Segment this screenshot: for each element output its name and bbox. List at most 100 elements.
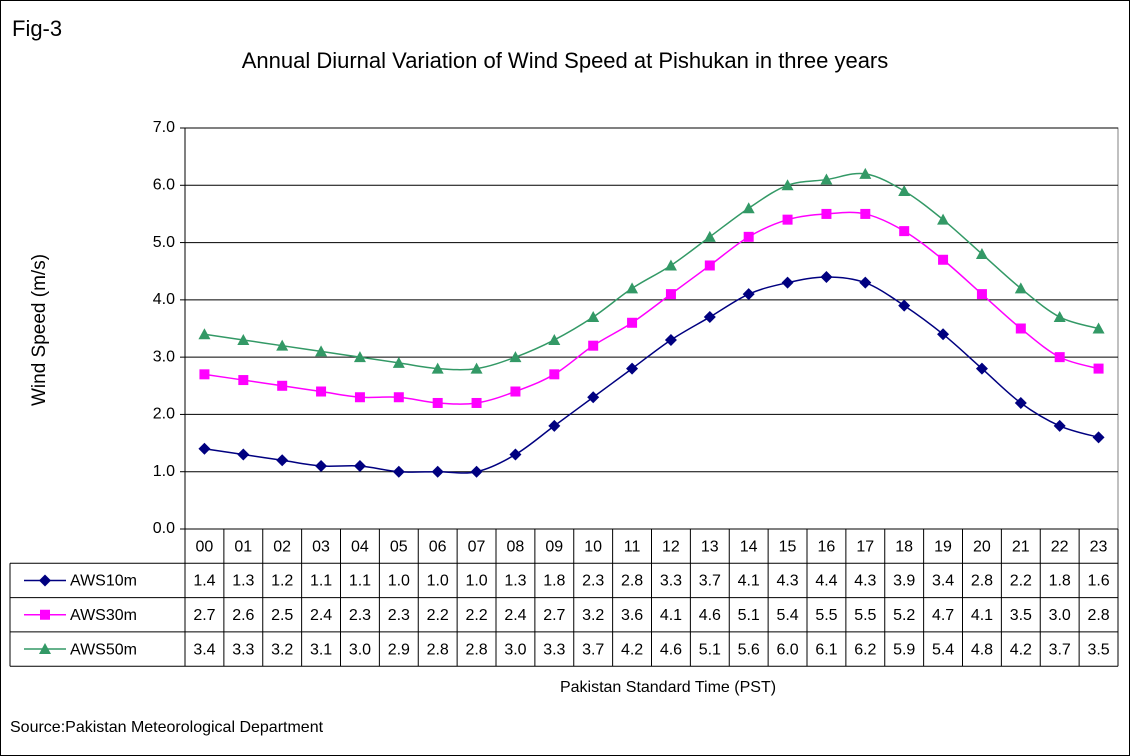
point bbox=[975, 248, 988, 260]
point bbox=[1053, 419, 1066, 432]
x-tick-label: 03 bbox=[312, 538, 330, 555]
point bbox=[1053, 311, 1066, 323]
point bbox=[548, 419, 561, 432]
point bbox=[393, 392, 404, 403]
point bbox=[976, 289, 987, 300]
data-label: 3.2 bbox=[271, 641, 293, 658]
point bbox=[277, 380, 288, 391]
point bbox=[587, 311, 600, 323]
x-tick-label: 08 bbox=[507, 538, 525, 555]
point bbox=[354, 392, 365, 403]
point bbox=[199, 369, 210, 380]
data-label: 5.4 bbox=[776, 607, 798, 624]
data-label: 3.9 bbox=[893, 573, 915, 590]
data-label: 2.4 bbox=[310, 607, 332, 624]
y-tick-label: 2.0 bbox=[153, 406, 175, 423]
point bbox=[471, 397, 482, 408]
point bbox=[899, 226, 910, 237]
point bbox=[237, 333, 250, 345]
point bbox=[587, 391, 600, 404]
x-tick-label: 13 bbox=[701, 538, 719, 555]
point bbox=[198, 328, 211, 340]
data-label: 3.7 bbox=[1049, 641, 1071, 658]
x-tick-label: 02 bbox=[273, 538, 291, 555]
point bbox=[509, 351, 522, 363]
point bbox=[1092, 431, 1105, 444]
point bbox=[664, 259, 677, 271]
point bbox=[627, 317, 638, 328]
legend-label: AWS30m bbox=[70, 607, 137, 624]
data-label: 2.2 bbox=[1010, 573, 1032, 590]
point bbox=[431, 362, 444, 374]
data-label: 4.3 bbox=[854, 573, 876, 590]
data-label: 5.5 bbox=[854, 607, 876, 624]
data-label: 2.8 bbox=[621, 573, 643, 590]
data-label: 1.0 bbox=[427, 573, 449, 590]
point bbox=[742, 288, 755, 301]
data-label: 2.6 bbox=[232, 607, 254, 624]
y-axis-label: Wind Speed (m/s) bbox=[29, 254, 50, 406]
data-label: 1.1 bbox=[310, 573, 332, 590]
y-tick-label: 4.0 bbox=[153, 291, 175, 308]
legend-label: AWS10m bbox=[70, 573, 137, 590]
data-label: 3.6 bbox=[621, 607, 643, 624]
legend-marker bbox=[39, 643, 51, 655]
x-tick-label: 15 bbox=[779, 538, 797, 555]
point bbox=[588, 340, 599, 351]
point bbox=[665, 289, 676, 300]
data-label: 2.2 bbox=[427, 607, 449, 624]
point bbox=[392, 465, 405, 478]
data-label: 2.7 bbox=[193, 607, 215, 624]
point bbox=[703, 311, 716, 324]
data-label: 1.4 bbox=[193, 573, 215, 590]
x-tick-label: 05 bbox=[390, 538, 408, 555]
point bbox=[1014, 282, 1027, 294]
data-label: 4.1 bbox=[660, 607, 682, 624]
x-tick-label: 04 bbox=[351, 538, 369, 555]
plot-area bbox=[184, 127, 1119, 530]
data-label: 4.1 bbox=[971, 607, 993, 624]
data-label: 2.8 bbox=[971, 573, 993, 590]
point bbox=[431, 465, 444, 478]
x-tick-label: 07 bbox=[468, 538, 486, 555]
legend-marker bbox=[39, 574, 51, 587]
data-label: 3.7 bbox=[699, 573, 721, 590]
point bbox=[859, 276, 872, 289]
x-tick-label: 18 bbox=[895, 538, 913, 555]
data-label: 4.7 bbox=[932, 607, 954, 624]
data-label: 3.4 bbox=[193, 641, 215, 658]
x-tick-label: 21 bbox=[1012, 538, 1030, 555]
x-tick-label: 17 bbox=[856, 538, 874, 555]
point bbox=[470, 362, 483, 374]
point bbox=[315, 459, 328, 472]
point bbox=[238, 375, 249, 386]
point bbox=[742, 202, 755, 214]
data-label: 3.5 bbox=[1087, 641, 1109, 658]
data-label: 1.2 bbox=[271, 573, 293, 590]
point bbox=[548, 333, 561, 345]
y-tick-label: 7.0 bbox=[153, 119, 175, 136]
point bbox=[859, 167, 872, 179]
data-label: 4.3 bbox=[776, 573, 798, 590]
point bbox=[743, 231, 754, 242]
data-label: 2.2 bbox=[465, 607, 487, 624]
data-label: 3.0 bbox=[1049, 607, 1071, 624]
chart-title: Annual Diurnal Variation of Wind Speed a… bbox=[242, 48, 889, 73]
point bbox=[353, 459, 366, 472]
x-tick-label: 22 bbox=[1051, 538, 1069, 555]
data-label: 3.4 bbox=[932, 573, 954, 590]
source: Source:Pakistan Meteorological Departmen… bbox=[10, 719, 324, 736]
point bbox=[821, 208, 832, 219]
data-label: 3.1 bbox=[310, 641, 332, 658]
data-label: 5.5 bbox=[815, 607, 837, 624]
y-tick-label: 6.0 bbox=[153, 177, 175, 194]
point bbox=[937, 328, 950, 341]
data-label: 6.0 bbox=[776, 641, 798, 658]
x-tick-label: 23 bbox=[1090, 538, 1108, 555]
point bbox=[237, 448, 250, 461]
point bbox=[975, 362, 988, 375]
point bbox=[510, 386, 521, 397]
data-label: 3.2 bbox=[582, 607, 604, 624]
point bbox=[626, 362, 639, 375]
